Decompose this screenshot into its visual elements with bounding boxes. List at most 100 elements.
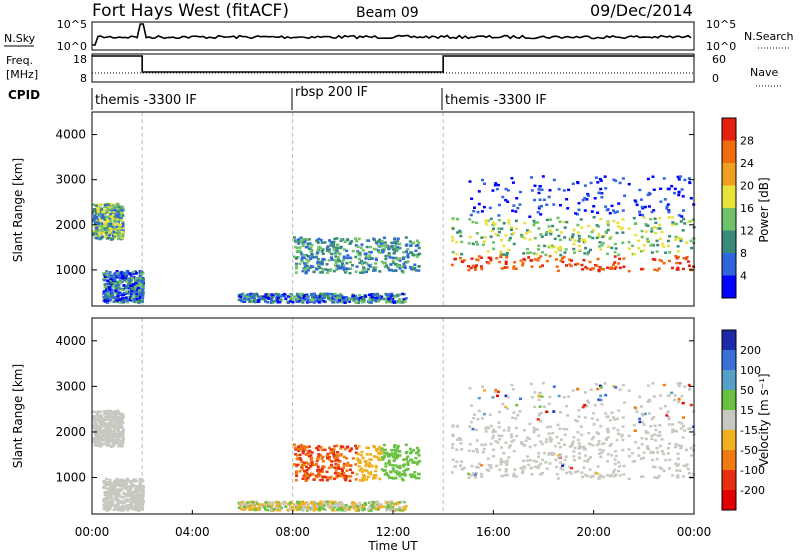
power-cell: [473, 268, 477, 271]
velocity-cell: [394, 464, 398, 467]
velocity-cell: [117, 434, 121, 437]
velocity-cell: [388, 502, 391, 505]
power-cell: [556, 246, 560, 250]
power-cell: [584, 246, 587, 250]
power-cell: [354, 270, 358, 273]
velocity-cell: [383, 469, 387, 472]
power-cell: [104, 203, 107, 207]
velocity-cell: [390, 448, 394, 452]
velocity-cell: [330, 465, 334, 469]
velocity-cell: [94, 411, 98, 414]
colorbar-swatch: [722, 253, 736, 276]
power-cell: [346, 238, 350, 241]
velocity-cell: [402, 500, 406, 504]
power-cell: [674, 235, 678, 239]
velocity-cell: [662, 383, 666, 387]
power-cell: [369, 263, 373, 267]
velocity-cell: [113, 416, 117, 419]
power-cell: [662, 262, 666, 265]
velocity-cell: [121, 428, 125, 431]
power-cell: [535, 253, 539, 256]
power-cell: [374, 262, 378, 265]
power-cell: [348, 271, 352, 275]
power-cell: [113, 234, 117, 238]
velocity-cell: [337, 474, 341, 477]
power-cell: [373, 269, 377, 272]
power-cell: [621, 177, 625, 180]
velocity-cell: [451, 443, 455, 446]
velocity-cell: [109, 445, 113, 449]
velocity-cell: [372, 475, 376, 478]
power-cell: [93, 218, 96, 221]
velocity-cell: [297, 448, 301, 451]
power-cell: [94, 225, 97, 228]
power-cell: [638, 213, 642, 217]
velocity-cell: [316, 505, 320, 508]
velocity-cell: [548, 462, 552, 465]
power-cell: [356, 250, 360, 253]
velocity-cell: [613, 462, 617, 466]
velocity-cell: [116, 480, 120, 484]
power-cell: [94, 204, 98, 207]
velocity-cell: [115, 432, 119, 436]
velocity-cell: [361, 479, 365, 482]
velocity-cell: [107, 438, 111, 442]
velocity-cell: [132, 478, 136, 481]
velocity-cell: [492, 455, 496, 458]
power-cell: [319, 292, 323, 296]
power-cell: [359, 271, 362, 274]
power-cell: [456, 231, 460, 234]
velocity-cell: [586, 399, 590, 403]
velocity-cell: [126, 492, 130, 495]
power-cell: [110, 281, 114, 284]
power-cell: [321, 252, 325, 255]
power-cell: [310, 254, 314, 257]
power-cell: [450, 263, 454, 267]
velocity-cell: [638, 420, 642, 424]
velocity-cell: [294, 479, 298, 482]
velocity-cell: [391, 506, 395, 509]
velocity-cell: [113, 412, 117, 415]
velocity-cell: [309, 465, 313, 468]
power-cell: [579, 218, 583, 221]
velocity-cell: [468, 387, 472, 390]
velocity-cell: [392, 469, 396, 472]
power-cell: [107, 286, 111, 289]
velocity-cell: [325, 500, 329, 503]
velocity-cell: [109, 422, 113, 425]
power-cell: [336, 243, 340, 247]
velocity-cell: [306, 506, 310, 509]
velocity-cell: [322, 465, 326, 469]
velocity-cell: [110, 432, 114, 436]
power-cell: [108, 227, 112, 230]
power-cell: [599, 217, 603, 221]
power-cell: [653, 268, 657, 271]
power-cell: [333, 292, 337, 296]
power-cell: [135, 272, 139, 275]
power-cell: [315, 239, 319, 243]
velocity-cell: [489, 464, 493, 467]
power-cell: [647, 191, 651, 195]
velocity-cell: [670, 474, 674, 477]
velocity-cell: [527, 463, 531, 467]
power-cell: [606, 223, 610, 227]
power-cell: [107, 228, 111, 232]
velocity-cell: [646, 384, 650, 387]
power-cell: [325, 247, 329, 250]
velocity-cell: [495, 464, 499, 468]
velocity-cell: [383, 451, 387, 454]
velocity-cell: [121, 436, 125, 439]
velocity-cell: [116, 482, 120, 485]
velocity-cell: [565, 471, 568, 475]
power-cell: [123, 291, 126, 295]
velocity-cell: [598, 448, 602, 451]
velocity-cell: [678, 469, 682, 472]
power-cell: [650, 230, 654, 233]
velocity-cell: [510, 440, 514, 443]
power-cell: [369, 293, 373, 297]
velocity-cell: [596, 465, 600, 468]
velocity-cell: [112, 508, 116, 511]
power-cell: [305, 261, 309, 264]
